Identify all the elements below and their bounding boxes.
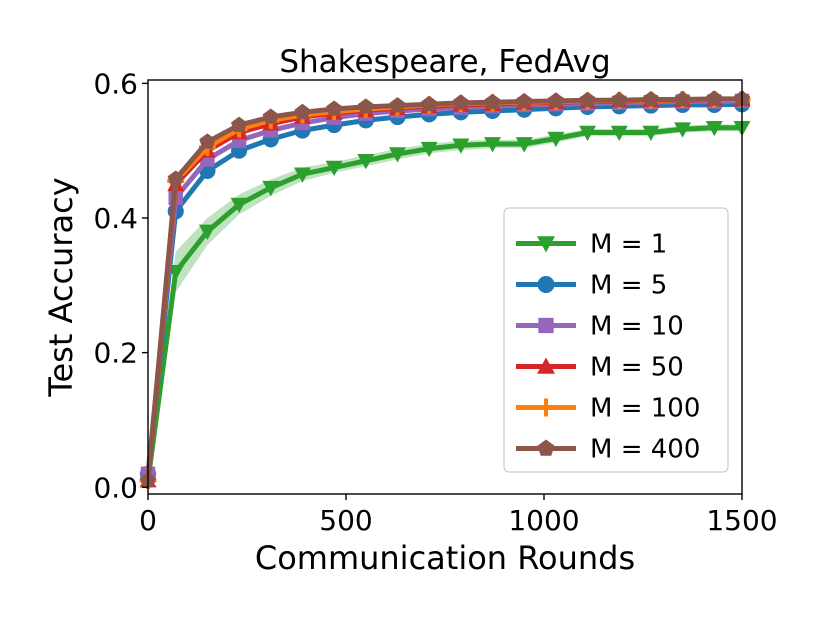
x-axis-title: Communication Rounds [255,539,635,577]
series-point-0-13 [547,131,565,148]
legend-label: M = 50 [590,353,684,383]
legend-label: M = 400 [590,435,700,465]
series-point-0-10 [452,138,470,154]
legend-marker [537,236,555,253]
series-point-5-7 [357,98,374,114]
series-point-5-16 [642,91,659,107]
series-point-0-16 [642,125,660,142]
series-0 [139,120,751,490]
legend-item: M = 10 [516,312,684,342]
x-tick-label: 0 [139,504,157,537]
legend-label: M = 100 [590,394,700,424]
series-point-5-13 [547,92,564,108]
legend-marker [537,357,555,374]
series-point-5-4 [262,108,279,124]
y-axis: 0.0 0.2 0.4 0.6 [93,67,148,504]
series-point-0-9 [420,141,438,158]
series-point-5-8 [389,97,406,113]
legend-marker [537,439,555,456]
series-point-0-18 [705,120,723,137]
series-point-0-15 [610,125,628,142]
x-tick-label: 1000 [508,504,579,537]
legend-item: M = 50 [516,353,684,383]
series-point-0-4 [262,180,280,197]
series-point-0-5 [293,167,311,183]
legend-marker [538,317,554,334]
y-tick-label: 0.0 [93,471,138,504]
y-tick-label: 0.6 [93,67,138,100]
series-point-5-10 [452,94,469,110]
series-point-5-6 [326,100,343,116]
legend-item: M = 5 [516,271,667,301]
series-point-5-2 [199,133,216,149]
legend: M = 1 M = 5 M = 10 M = 50 M = 100 M = 400 [503,207,729,473]
series-5 [139,90,751,488]
legend-item: M = 1 [516,230,667,260]
series-point-0-8 [388,147,406,163]
series-point-5-9 [421,95,438,112]
series-point-0-6 [325,160,343,177]
series-point-0-11 [484,137,502,153]
series-point-0-2 [198,224,216,240]
y-axis-title: Test Accuracy [42,177,80,397]
legend-marker [537,275,555,294]
series-point-5-17 [674,91,691,107]
series-point-0-17 [674,122,692,138]
y-tick-label: 0.4 [93,202,138,235]
plot-frame [147,79,743,495]
series-point-5-5 [294,103,311,120]
series-point-5-15 [611,91,628,108]
x-tick-label: 500 [319,504,372,537]
series-point-5-12 [516,93,533,109]
chart-title: Shakespeare, FedAvg [279,44,610,80]
series-point-5-1 [167,170,184,186]
legend-marker [537,398,555,417]
series-point-0-14 [579,125,597,142]
series-point-0-12 [515,137,533,153]
legend-label: M = 10 [590,312,684,342]
x-axis: 0 500 1000 1500 [139,494,778,537]
series-point-5-11 [484,93,501,110]
legend-item: M = 400 [516,435,700,465]
legend-label: M = 5 [590,271,667,301]
series-point-0-7 [357,153,375,170]
series-point-0-3 [230,197,248,214]
x-tick-label: 1500 [706,504,777,537]
series-point-5-3 [231,116,248,132]
legend-label: M = 1 [590,230,667,260]
legend-item: M = 100 [516,394,700,424]
plot-area [139,90,751,491]
series-point-5-14 [579,91,596,108]
series-point-5-18 [706,90,723,106]
y-tick-label: 0.2 [93,337,138,370]
